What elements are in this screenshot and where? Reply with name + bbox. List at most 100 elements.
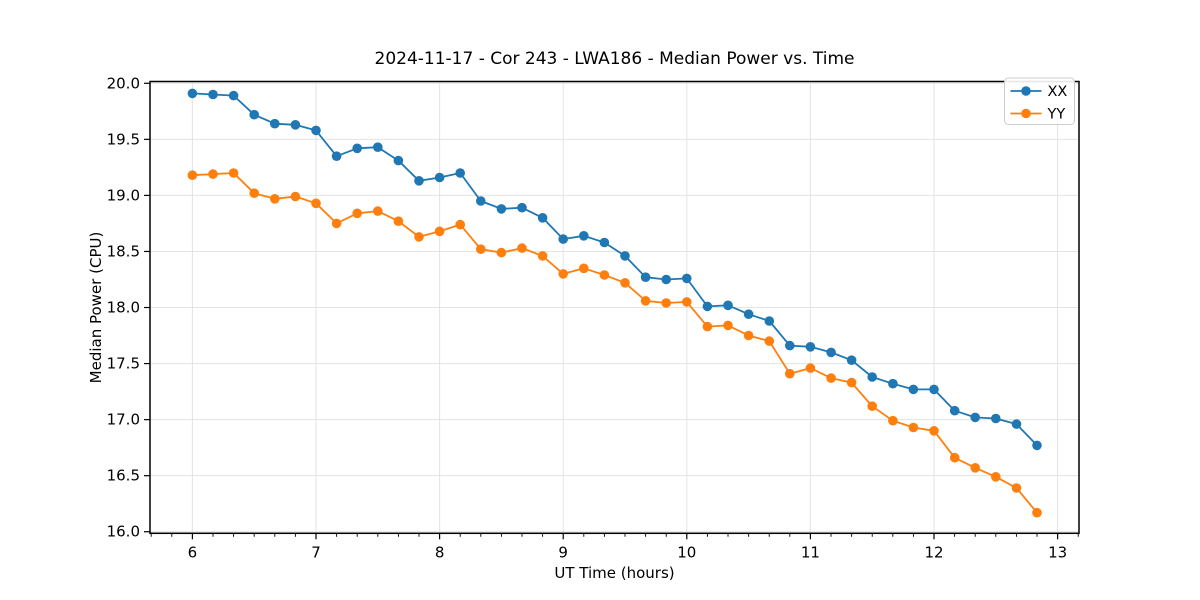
data-point-yy <box>846 377 857 388</box>
data-point-xx <box>929 384 939 395</box>
data-point-xx <box>785 340 795 351</box>
data-point-yy <box>352 208 363 219</box>
data-point-xx <box>187 88 198 99</box>
y-tick-label: 17.0 <box>107 411 140 429</box>
data-point-xx <box>579 231 589 241</box>
data-point-yy <box>949 452 960 463</box>
data-point-xx <box>249 109 259 120</box>
data-point-xx <box>888 378 898 389</box>
chart-title: 2024-11-17 - Cor 243 - LWA186 - Median P… <box>375 49 855 69</box>
data-point-xx <box>373 142 383 152</box>
data-point-xx <box>826 347 836 358</box>
series-line-yy <box>191 172 1038 514</box>
data-point-xx <box>640 272 651 283</box>
data-point-yy <box>743 330 754 341</box>
data-point-xx <box>270 118 280 129</box>
y-tick-label: 17.5 <box>107 355 140 373</box>
data-point-xx <box>228 90 239 101</box>
data-point-yy <box>970 463 980 473</box>
y-tick-label: 19.5 <box>107 130 140 148</box>
data-point-yy <box>537 251 548 261</box>
legend-marker <box>1021 86 1031 96</box>
grid-lines <box>150 81 1079 534</box>
data-point-yy <box>682 297 692 307</box>
data-point-yy <box>867 401 877 412</box>
data-point-xx <box>434 172 445 183</box>
data-point-yy <box>785 368 795 379</box>
data-point-xx <box>414 176 424 186</box>
data-point-xx <box>867 372 877 382</box>
data-point-xx <box>661 274 671 285</box>
data-point-yy <box>311 198 321 209</box>
data-point-yy <box>414 232 424 242</box>
data-point-xx <box>1032 440 1042 451</box>
data-point-xx <box>476 196 486 206</box>
x-axis-label: UT Time (hours) <box>554 564 674 582</box>
data-point-yy <box>661 298 671 308</box>
y-axis-label: Median Power (CPU) <box>87 232 105 384</box>
data-point-xx <box>805 342 816 352</box>
x-tick-label: 7 <box>311 543 321 561</box>
data-point-yy <box>496 247 507 258</box>
data-point-xx <box>702 301 713 312</box>
x-tick-label: 10 <box>677 543 696 561</box>
data-point-xx <box>949 405 960 416</box>
data-point-xx <box>455 168 466 178</box>
y-tick-label: 19.0 <box>107 186 140 204</box>
data-point-xx <box>393 155 404 166</box>
data-point-yy <box>558 269 568 279</box>
data-point-yy <box>640 296 651 306</box>
data-point-yy <box>723 320 733 331</box>
data-point-yy <box>270 194 280 204</box>
data-point-xx <box>991 413 1001 424</box>
data-point-xx <box>208 89 218 100</box>
y-tick-label: 18.5 <box>107 242 140 260</box>
data-point-yy <box>187 170 198 180</box>
data-point-yy <box>888 415 898 426</box>
y-tick-label: 16.5 <box>107 467 140 485</box>
data-point-xx <box>352 143 363 154</box>
data-point-yy <box>620 278 630 288</box>
data-point-yy <box>290 191 301 202</box>
x-tick-label: 12 <box>924 543 943 561</box>
data-point-yy <box>1011 483 1022 493</box>
data-point-xx <box>311 125 321 136</box>
data-point-xx <box>1011 419 1022 429</box>
data-point-yy <box>393 216 404 226</box>
data-point-xx <box>331 151 342 161</box>
data-point-xx <box>764 316 775 326</box>
data-point-yy <box>228 168 239 178</box>
data-point-xx <box>970 412 980 423</box>
data-point-xx <box>496 204 507 214</box>
data-point-yy <box>805 363 816 373</box>
data-point-xx <box>290 120 301 130</box>
y-tick-label: 18.0 <box>107 299 140 317</box>
data-series <box>187 88 1042 518</box>
data-point-yy <box>331 218 342 229</box>
y-tick-label: 16.0 <box>107 523 140 541</box>
data-point-xx <box>682 273 692 284</box>
plot-border <box>149 80 1080 535</box>
data-point-yy <box>208 169 218 179</box>
data-point-yy <box>826 373 836 383</box>
data-point-yy <box>476 244 486 254</box>
x-tick-label: 6 <box>188 543 198 561</box>
data-point-xx <box>743 309 754 320</box>
data-point-yy <box>702 321 713 332</box>
data-point-yy <box>455 219 466 230</box>
data-point-xx <box>846 355 857 366</box>
x-tick-label: 9 <box>558 543 568 561</box>
data-point-xx <box>558 234 568 244</box>
data-point-yy <box>579 263 589 274</box>
data-point-yy <box>599 270 610 280</box>
y-tick-label: 20.0 <box>107 74 140 92</box>
data-point-xx <box>723 300 733 311</box>
data-point-yy <box>517 243 527 253</box>
axis-ticks: 6 7 8 9 10 11 12 13 16.0 16.5 17.0 17.5 18.0 18.5 19.0… <box>107 74 1079 561</box>
data-point-xx <box>599 237 610 248</box>
data-point-xx <box>620 251 630 261</box>
x-tick-label: 11 <box>801 543 820 561</box>
data-point-yy <box>764 336 775 346</box>
